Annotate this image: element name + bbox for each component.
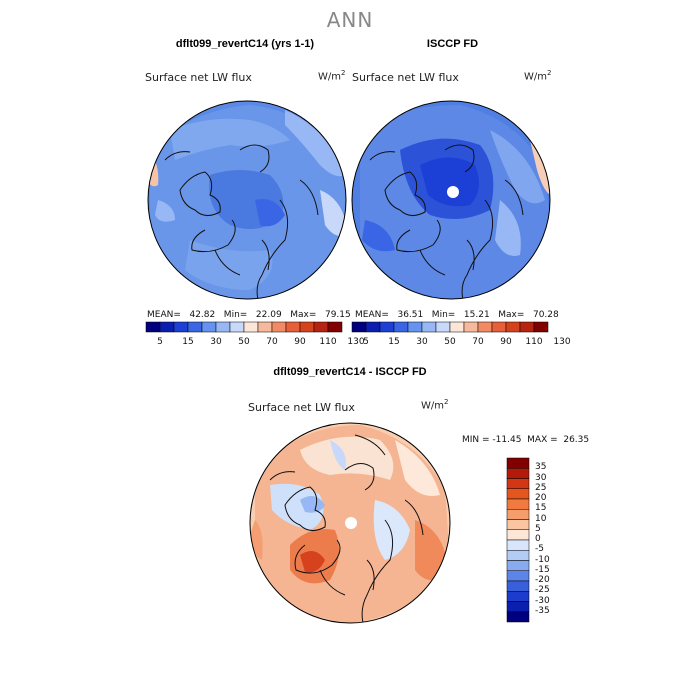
colorbar-tick-label: 30 — [535, 472, 547, 483]
colorbar-swatch — [506, 591, 530, 602]
colorbar-swatch — [506, 478, 530, 489]
colorbar-swatch — [506, 488, 530, 500]
colorbar-swatch — [201, 321, 217, 333]
colorbar-tick-label: -30 — [535, 595, 550, 606]
colorbar-tick-label: 15 — [388, 337, 400, 347]
colorbar-swatch — [243, 321, 259, 333]
colorbar-tick-label: 5 — [157, 337, 163, 347]
colorbar-tick-label: -20 — [535, 575, 550, 585]
panel2-stats: MEAN= 36.51 Min= 15.21 Max= 70.28 — [355, 310, 559, 320]
colorbar-swatch — [285, 321, 301, 333]
diff-colorbar — [506, 457, 530, 623]
colorbar-tick-label: 50 — [444, 337, 456, 347]
colorbar-swatch — [159, 321, 175, 333]
colorbar-swatch — [365, 321, 381, 333]
colorbar-swatch — [313, 321, 329, 333]
colorbar-swatch — [506, 580, 530, 592]
colorbar-swatch — [351, 321, 367, 333]
colorbar-swatch — [506, 457, 530, 469]
colorbar-tick-label: 30 — [416, 337, 428, 347]
colorbar-swatch — [463, 321, 479, 333]
diff-colorbar-labels: 35 30 25 20 15 10 5 0 -5 -10 -15 -20 -25 -30 -35 — [535, 458, 575, 622]
colorbar-tick-label: 0 — [535, 534, 541, 544]
panel1-stats: MEAN= 42.82 Min= 22.09 Max= 79.15 — [147, 310, 351, 320]
colorbar-swatch — [506, 570, 530, 582]
colorbar-tick-label: 30 — [210, 337, 222, 347]
colorbar-swatch — [506, 539, 530, 551]
colorbar-swatch — [257, 321, 273, 333]
colorbar-swatch — [506, 601, 530, 612]
colorbar-tick-label: -25 — [535, 585, 550, 596]
colorbar-swatch — [229, 321, 245, 333]
panel2-colorbar — [351, 321, 549, 333]
colorbar-swatch — [491, 321, 507, 333]
colorbar-swatch — [506, 560, 530, 571]
diff-stats: MIN = -11.45 MAX = 26.35 — [462, 435, 590, 445]
colorbar-swatch — [145, 321, 161, 333]
colorbar-tick-label: 15 — [535, 503, 547, 514]
colorbar-tick-label: -35 — [535, 605, 550, 616]
colorbar-tick-label: 90 — [500, 337, 512, 347]
colorbar-swatch — [519, 321, 535, 333]
diff-title: dflt099_revertC14 - ISCCP FD — [273, 366, 427, 378]
colorbar-tick-label: 5 — [535, 523, 541, 534]
panel1-units: W/m2 — [318, 69, 346, 83]
colorbar-swatch — [327, 321, 343, 333]
colorbar-swatch — [449, 321, 465, 333]
colorbar-swatch — [215, 321, 231, 333]
colorbar-swatch — [393, 321, 409, 333]
colorbar-tick-label: 130 — [553, 337, 571, 347]
colorbar-swatch — [505, 321, 521, 333]
diff-units: W/m2 — [421, 398, 449, 412]
colorbar-swatch — [271, 321, 287, 333]
panel1-colorbar — [145, 321, 343, 333]
colorbar-tick-label: 70 — [266, 337, 278, 347]
colorbar-tick-label: 10 — [535, 513, 547, 524]
colorbar-swatch — [187, 321, 203, 333]
colorbar-swatch — [421, 321, 437, 333]
panel2-units: W/m2 — [524, 69, 552, 83]
panel1-title: dflt099_revertC14 (yrs 1-1) — [175, 38, 315, 50]
colorbar-swatch — [506, 611, 530, 623]
colorbar-tick-label: 15 — [182, 337, 194, 347]
colorbar-tick-label: 130 — [347, 337, 365, 347]
colorbar-tick-label: 110 — [319, 337, 337, 347]
colorbar-swatch — [173, 321, 189, 333]
colorbar-swatch — [379, 321, 395, 333]
colorbar-swatch — [506, 519, 530, 530]
panel1-field-label: Surface net LW flux — [145, 71, 252, 84]
colorbar-tick-label: 20 — [535, 493, 547, 503]
colorbar-tick-label: 35 — [535, 462, 547, 473]
colorbar-tick-label: 110 — [525, 337, 543, 347]
panel2-field-label: Surface net LW flux — [352, 71, 459, 84]
colorbar-swatch — [506, 509, 530, 520]
colorbar-swatch — [477, 321, 493, 333]
colorbar-tick-label: -10 — [535, 554, 550, 565]
colorbar-swatch — [299, 321, 315, 333]
colorbar-tick-label: 70 — [472, 337, 484, 347]
colorbar-tick-label: 5 — [363, 337, 369, 347]
colorbar-swatch — [506, 529, 530, 541]
colorbar-swatch — [506, 498, 530, 510]
colorbar-swatch — [506, 550, 530, 561]
panel2-title: ISCCP FD — [426, 38, 479, 50]
colorbar-swatch — [533, 321, 549, 333]
colorbar-tick-label: 25 — [535, 482, 547, 493]
colorbar-swatch — [435, 321, 451, 333]
colorbar-tick-label: 90 — [294, 337, 306, 347]
colorbar-swatch — [506, 468, 530, 479]
main-title: ANN — [326, 8, 374, 32]
colorbar-tick-label: -15 — [535, 564, 550, 575]
colorbar-tick-label: 50 — [238, 337, 250, 347]
colorbar-tick-label: -5 — [535, 544, 544, 555]
colorbar-swatch — [407, 321, 423, 333]
diff-field-label: Surface net LW flux — [248, 401, 355, 414]
